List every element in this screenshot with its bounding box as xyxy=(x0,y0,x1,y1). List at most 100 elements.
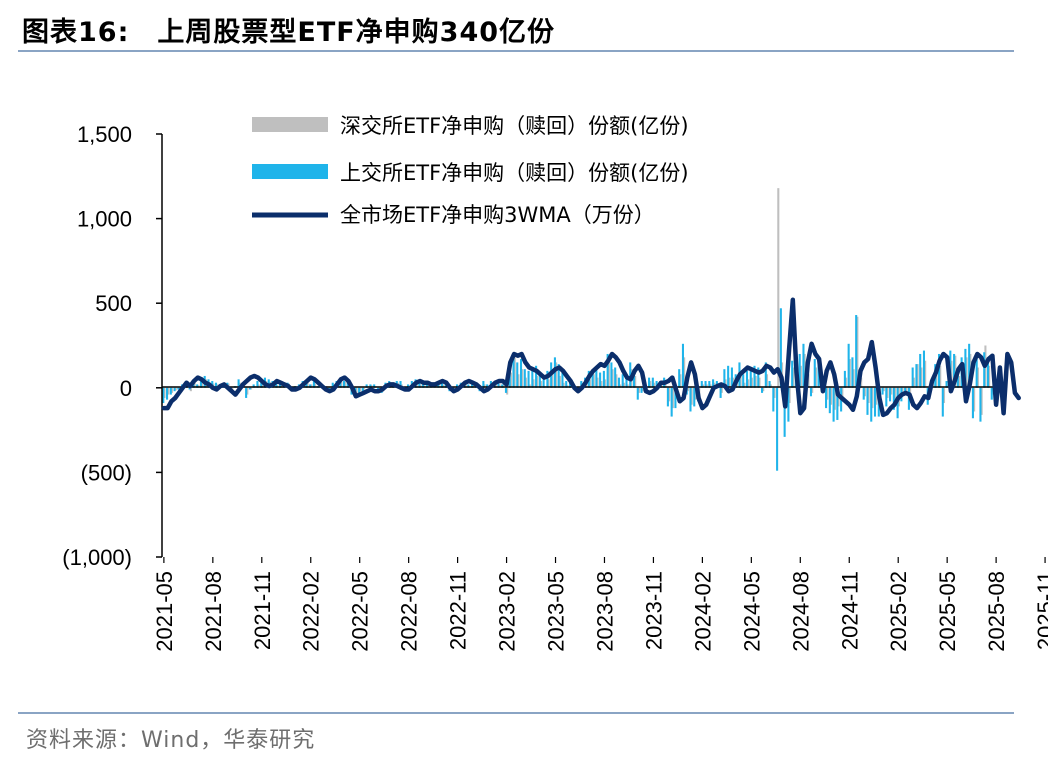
szse-bar xyxy=(867,387,870,404)
szse-bar xyxy=(894,387,897,400)
szse-bar xyxy=(954,355,957,388)
sse-bar xyxy=(757,367,760,388)
y-tick-label: (1,000) xyxy=(62,545,132,570)
szse-bar xyxy=(690,387,693,405)
sse-bar xyxy=(610,362,613,388)
sse-bar xyxy=(953,353,956,388)
szse-bar xyxy=(588,379,592,388)
szse-bar xyxy=(231,387,234,390)
sse-bar xyxy=(862,387,865,400)
sse-bar xyxy=(986,357,990,388)
sse-bar xyxy=(237,379,240,388)
y-tick-label: 0 xyxy=(120,376,132,401)
szse-bar xyxy=(649,381,652,388)
sse-bar xyxy=(636,387,639,400)
szse-bar xyxy=(201,381,204,388)
szse-bar xyxy=(558,375,561,388)
legend-swatch-szse xyxy=(252,117,328,132)
szse-bar xyxy=(536,375,539,388)
legend-label-sse: 上交所ETF净申购（赎回）份额(亿份) xyxy=(340,161,689,185)
szse-bar xyxy=(845,377,848,388)
szse-bar xyxy=(306,382,309,388)
szse-bar xyxy=(829,387,833,405)
sse-bar xyxy=(990,387,993,400)
szse-bar xyxy=(344,381,347,388)
sse-bar xyxy=(828,387,831,414)
szse-bar xyxy=(513,357,516,388)
szse-bar xyxy=(875,387,878,405)
sse-bar xyxy=(471,384,474,388)
sse-bar xyxy=(678,369,681,388)
szse-bar xyxy=(604,379,607,388)
sse-bar xyxy=(523,369,526,388)
szse-bar xyxy=(852,369,855,388)
sse-bar xyxy=(425,382,428,388)
szse-bar xyxy=(524,377,528,388)
sse-bar xyxy=(870,387,873,422)
szse-bar xyxy=(735,382,738,388)
szse-bar xyxy=(860,377,863,388)
x-tick-label: 2024-08 xyxy=(788,571,813,652)
sse-bar xyxy=(881,387,884,395)
szse-bar xyxy=(521,369,524,388)
szse-bar xyxy=(811,387,814,393)
x-tick-label: 2021-05 xyxy=(152,571,177,652)
szse-bar xyxy=(754,375,757,388)
x-tick-label: 2021-08 xyxy=(201,571,226,652)
y-tick-label: 1,000 xyxy=(77,207,132,232)
szse-bar xyxy=(427,384,430,388)
szse-bar xyxy=(762,387,765,392)
szse-bar xyxy=(498,384,501,388)
szse-bar xyxy=(792,367,795,388)
szse-bar xyxy=(686,387,689,392)
sse-bar xyxy=(542,379,545,388)
sse-bar xyxy=(591,369,594,388)
sse-bar xyxy=(761,387,764,393)
szse-bar xyxy=(502,384,505,388)
sse-bar xyxy=(260,382,263,388)
x-tick-label: 2023-02 xyxy=(495,571,520,652)
sse-bar xyxy=(843,370,846,388)
sse-bar xyxy=(651,377,654,388)
szse-bar xyxy=(483,384,486,388)
sse-bar xyxy=(704,381,707,388)
sse-bar xyxy=(343,381,346,388)
szse-bar xyxy=(701,384,705,388)
sse-bar xyxy=(373,384,376,388)
szse-bar xyxy=(671,387,674,409)
sse-bar xyxy=(975,357,978,388)
szse-bar xyxy=(193,382,196,388)
szse-bar xyxy=(615,374,618,388)
szse-bar xyxy=(863,387,866,397)
szse-bar xyxy=(622,382,625,388)
szse-bar xyxy=(777,188,780,388)
szse-bar xyxy=(765,374,769,388)
szse-bar xyxy=(743,382,746,388)
bottom-rule xyxy=(18,712,1014,714)
sse-bar xyxy=(911,367,914,388)
x-tick-label: 2025-08 xyxy=(984,571,1009,652)
szse-bar xyxy=(314,383,317,388)
szse-bar xyxy=(720,387,723,393)
sse-bar xyxy=(749,367,752,388)
sse-bar xyxy=(885,387,888,407)
sse-bar xyxy=(836,387,839,420)
sse-bar xyxy=(546,370,549,388)
sse-bar xyxy=(595,367,598,388)
szse-bar xyxy=(641,387,644,392)
sse-bar xyxy=(467,384,470,388)
szse-bar xyxy=(980,387,983,415)
szse-bar xyxy=(600,381,603,388)
x-tick-label: 2023-05 xyxy=(544,571,569,652)
szse-bar xyxy=(958,375,961,388)
szse-bar xyxy=(694,387,697,400)
szse-bar xyxy=(517,374,520,388)
sse-bar xyxy=(742,374,745,388)
szse-bar xyxy=(886,387,889,398)
figure-caption: 上周股票型ETF净申购340亿份 xyxy=(157,17,556,48)
szse-bar xyxy=(973,387,976,412)
szse-bar xyxy=(246,387,249,395)
szse-bar xyxy=(705,384,708,388)
szse-bar xyxy=(939,365,942,388)
sse-bar xyxy=(407,384,410,388)
